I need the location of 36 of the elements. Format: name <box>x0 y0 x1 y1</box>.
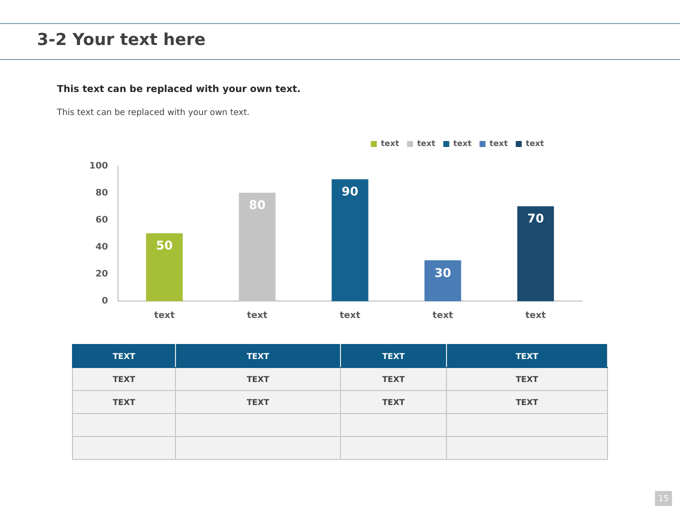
data-label: 90 <box>342 184 358 199</box>
y-tick-label: 60 <box>95 215 108 226</box>
x-tick-label: text <box>246 310 268 321</box>
legend-label: text <box>380 139 400 148</box>
legend-label: text <box>526 139 544 148</box>
data-label: 50 <box>156 238 173 253</box>
text: TEXT <box>72 344 176 368</box>
text: TEXT <box>72 368 176 390</box>
text: This text can be replaced with your own text. <box>57 108 250 118</box>
text: TEXT <box>446 390 608 414</box>
text: TEXT <box>340 390 446 414</box>
y-tick-label: 100 <box>89 161 108 172</box>
chart-title: 3-2 Your text here <box>37 30 206 49</box>
x-tick-label: text <box>525 310 547 321</box>
data-label: 70 <box>527 212 544 226</box>
text: TEXT <box>176 390 340 414</box>
x-tick-label: text <box>432 310 454 321</box>
y-tick-label: 0 <box>102 296 108 307</box>
text: TEXT <box>446 344 608 368</box>
chart-subtitle: This text can be replaced with your own text. <box>57 84 301 95</box>
legend-label: text <box>453 139 472 148</box>
y-tick-label: 80 <box>95 188 108 198</box>
data-label: 80 <box>248 198 266 212</box>
y-tick-label: 40 <box>95 242 108 252</box>
legend-label: text <box>417 139 436 148</box>
x-tick-label: text <box>340 310 361 321</box>
text: TEXT <box>72 390 176 414</box>
text: TEXT <box>340 344 446 368</box>
legend-label: text <box>490 139 508 148</box>
data-label: 30 <box>434 266 452 280</box>
y-tick-label: 20 <box>95 270 108 280</box>
text: TEXT <box>446 368 608 390</box>
text: TEXT <box>176 344 340 368</box>
x-tick-label: text <box>154 310 176 321</box>
text: TEXT <box>176 368 340 390</box>
text: TEXT <box>340 368 446 390</box>
